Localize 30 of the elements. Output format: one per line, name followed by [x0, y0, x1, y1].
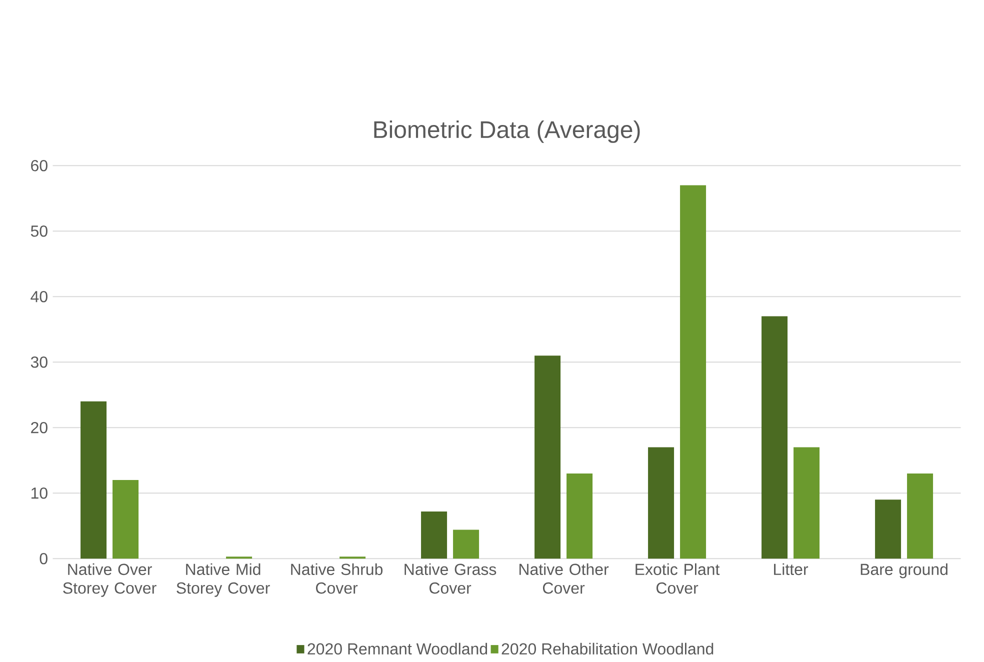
y-tick-label: 0 [40, 553, 48, 564]
legend-label: 2020 Remnant Woodland [308, 642, 488, 655]
bar [680, 185, 706, 559]
x-tick-label: Litter [774, 563, 808, 576]
x-tick-label: Native Shrub Cover [291, 563, 383, 594]
x-tick-label: Bare ground [860, 563, 948, 578]
bar [534, 356, 561, 559]
bar [762, 316, 788, 559]
x-tick-label: Exotic Plant Cover [636, 563, 720, 594]
bar [453, 530, 480, 559]
bar [648, 447, 674, 559]
chart-title: Biometric Data (Average) [374, 120, 640, 144]
legend-label: 2020 Rehabilitation Woodland [502, 642, 714, 655]
y-tick-label: 40 [30, 291, 48, 302]
bar [421, 512, 448, 559]
bar [112, 480, 139, 559]
y-tick-label: 30 [30, 356, 48, 368]
x-tick-label: Native Over Storey Cover [63, 563, 156, 598]
x-tick-label: Native Mid Storey Cover [176, 563, 270, 598]
bar [907, 474, 934, 559]
bar [80, 402, 107, 559]
bar [794, 447, 820, 559]
y-tick-label: 10 [31, 488, 48, 499]
x-tick-label: Native Grass Cover [404, 563, 496, 594]
y-tick-label: 60 [31, 160, 48, 172]
y-tick-label: 50 [30, 226, 48, 237]
bar [566, 474, 593, 559]
bar [875, 500, 902, 559]
y-tick-label: 20 [31, 422, 48, 434]
x-tick-label: Native Other Cover [520, 563, 609, 594]
